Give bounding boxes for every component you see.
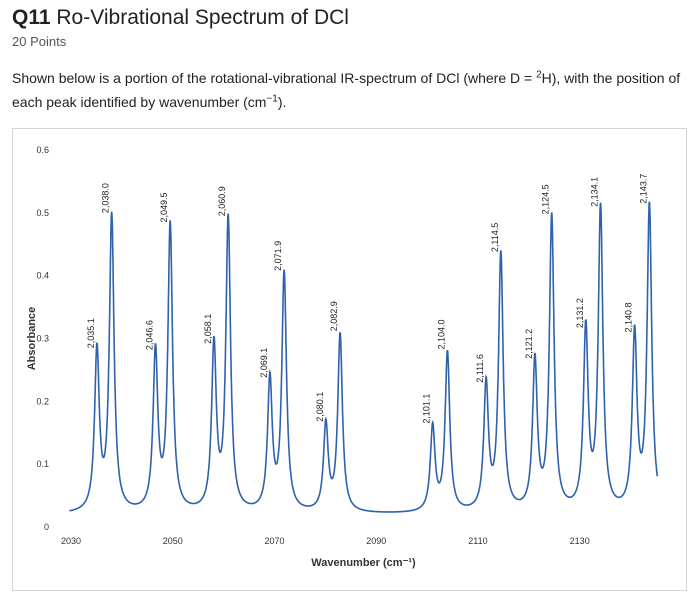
question-points: 20 Points: [12, 34, 67, 49]
peak-label: 2,080.1: [315, 392, 325, 422]
peak-label: 2,124.5: [541, 184, 551, 214]
x-tick-label: 2050: [163, 536, 183, 546]
peak-label: 2,058.1: [203, 314, 213, 344]
x-tick-label: 2030: [61, 536, 81, 546]
x-tick-label: 2090: [366, 536, 386, 546]
peak-label-layer: 2,035.1 2,038.0 2,046.6 2,049.5 2,058.1 2,060…: [86, 174, 648, 424]
peak-label: 2,038.0: [101, 183, 111, 213]
peak-label: 2,046.6: [144, 320, 154, 350]
peak-label: 2,121.2: [524, 329, 534, 359]
peak-label: 2,071.9: [273, 241, 283, 271]
peak-label: 2,114.5: [490, 223, 500, 252]
y-tick-label: 0.4: [36, 271, 49, 281]
x-axis-title: Wavenumber (cm⁻¹): [311, 557, 416, 569]
y-tick-label: 0.1: [36, 459, 49, 469]
peak-label: 2,069.1: [259, 348, 269, 378]
x-tick-label: 2110: [468, 536, 487, 546]
question-header: Q11 Ro-Vibrational Spectrum of DCl: [12, 6, 349, 30]
y-tick-label: 0.5: [36, 208, 49, 218]
peak-label: 2,060.9: [217, 186, 227, 216]
question-text-sup-unit: −1: [266, 93, 278, 105]
question-title: Ro-Vibrational Spectrum of DCl: [56, 6, 349, 29]
spectrum-line: [69, 201, 659, 513]
peak-label: 2,134.1: [590, 177, 600, 207]
question-text-part1: Shown below is a portion of the rotation…: [12, 70, 537, 86]
y-axis-title: Absorbance: [26, 307, 38, 371]
chart-frame: 0 0.1 0.2 0.3 0.4 0.5 0.6 2030 2050 2070 2090 2110 2…: [12, 128, 687, 591]
x-tick-label: 2130: [570, 536, 590, 546]
question-text-part3: ).: [277, 94, 287, 110]
peak-label: 2,049.5: [159, 193, 169, 223]
question-text-sup-mass: 2: [536, 69, 542, 81]
question-text-part2: H), with the position of each peak ident…: [12, 70, 681, 110]
spectrum-chart: 0 0.1 0.2 0.3 0.4 0.5 0.6 2030 2050 2070 2090 2110 2…: [26, 145, 659, 569]
axis-layer: 0 0.1 0.2 0.3 0.4 0.5 0.6 2030 2050 2070 2090 2110 2…: [36, 145, 589, 546]
peak-label: 2,140.8: [624, 302, 634, 332]
question-number: Q11: [12, 6, 51, 29]
x-tick-label: 2070: [264, 536, 284, 546]
peak-label: 2,104.0: [436, 319, 446, 349]
y-tick-label: 0.2: [36, 396, 49, 406]
peak-label: 2,143.7: [638, 174, 648, 204]
y-tick-label: 0: [44, 522, 49, 532]
peak-label: 2,082.9: [329, 301, 339, 331]
peak-label: 2,035.1: [86, 318, 96, 348]
peak-label: 2,111.6: [475, 354, 485, 383]
y-tick-label: 0.6: [36, 145, 49, 155]
question-text: Shown below is a portion of the rotation…: [12, 66, 688, 114]
peak-label: 2,131.2: [575, 298, 585, 328]
peak-label: 2,101.1: [422, 394, 432, 424]
y-tick-label: 0.3: [36, 334, 49, 344]
